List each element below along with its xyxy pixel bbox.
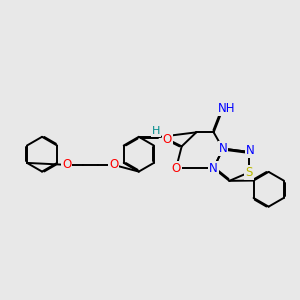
Text: N: N xyxy=(246,144,255,157)
Text: H: H xyxy=(152,126,160,136)
Text: S: S xyxy=(245,166,253,179)
Text: O: O xyxy=(163,133,172,146)
Text: O: O xyxy=(109,158,118,171)
Text: NH: NH xyxy=(218,102,236,115)
Text: O: O xyxy=(62,158,71,171)
Text: O: O xyxy=(172,162,181,175)
Text: N: N xyxy=(209,162,218,175)
Text: N: N xyxy=(218,142,227,155)
